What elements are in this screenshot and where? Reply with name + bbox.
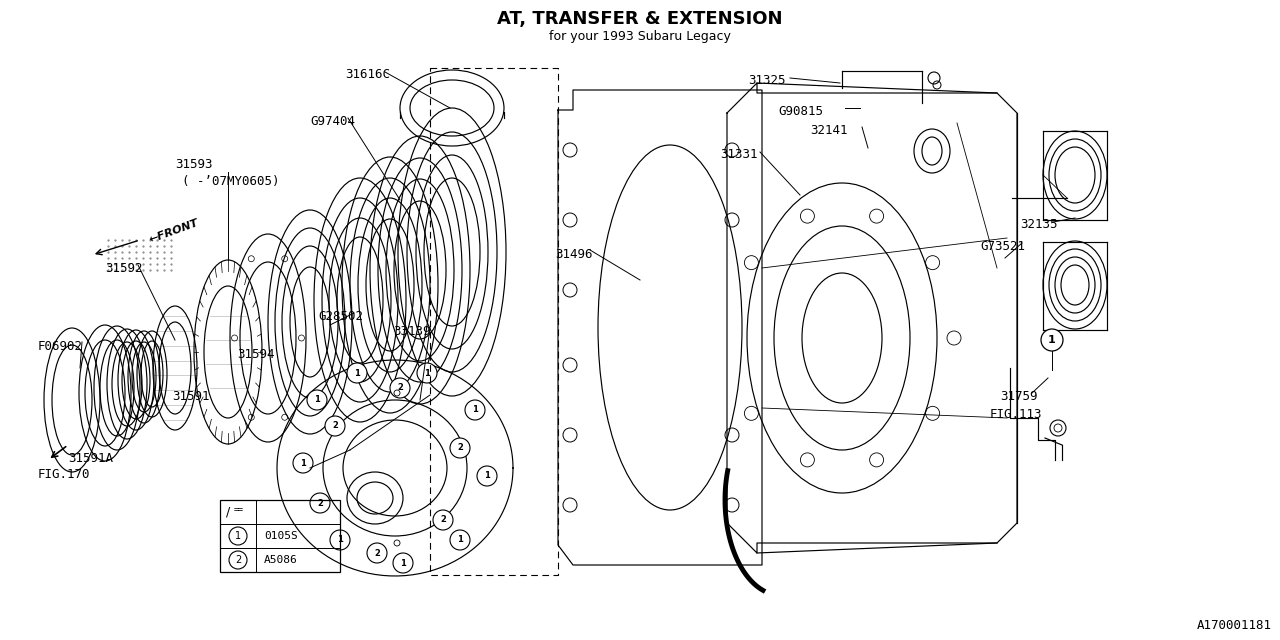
Text: 31496: 31496 xyxy=(556,248,593,261)
Text: 2: 2 xyxy=(234,555,241,565)
Text: A5086: A5086 xyxy=(264,555,298,565)
Circle shape xyxy=(465,400,485,420)
Text: 1: 1 xyxy=(401,559,406,568)
Text: G28502: G28502 xyxy=(317,310,364,323)
Circle shape xyxy=(229,527,247,545)
Text: 1: 1 xyxy=(300,458,306,467)
Text: 1: 1 xyxy=(424,369,430,378)
Text: AT, TRANSFER & EXTENSION: AT, TRANSFER & EXTENSION xyxy=(497,10,783,28)
Text: 1: 1 xyxy=(236,531,241,541)
Text: 32141: 32141 xyxy=(810,124,847,137)
Text: ( -’07MY0605): ( -’07MY0605) xyxy=(182,175,279,188)
Text: G73521: G73521 xyxy=(980,240,1025,253)
Text: 31325: 31325 xyxy=(748,74,786,87)
Circle shape xyxy=(433,510,453,530)
Text: 1: 1 xyxy=(472,406,477,415)
Text: for your 1993 Subaru Legacy: for your 1993 Subaru Legacy xyxy=(549,30,731,43)
Text: 2: 2 xyxy=(317,499,323,508)
Circle shape xyxy=(229,551,247,569)
Circle shape xyxy=(477,466,497,486)
Text: ←FRONT: ←FRONT xyxy=(148,218,200,245)
Circle shape xyxy=(347,363,367,383)
Circle shape xyxy=(325,416,346,436)
Text: 2: 2 xyxy=(440,515,445,525)
Text: 2: 2 xyxy=(397,383,403,392)
Circle shape xyxy=(390,378,410,398)
Text: 1: 1 xyxy=(457,536,463,545)
Circle shape xyxy=(417,363,436,383)
Text: 1: 1 xyxy=(1048,335,1056,345)
Text: FIG.113: FIG.113 xyxy=(989,408,1042,421)
Text: 1: 1 xyxy=(337,536,343,545)
Text: A170001181: A170001181 xyxy=(1197,619,1272,632)
Text: ==: == xyxy=(234,506,244,515)
Text: 31759: 31759 xyxy=(1000,390,1038,403)
Text: 1: 1 xyxy=(314,396,320,404)
Circle shape xyxy=(310,493,330,513)
Text: 31591: 31591 xyxy=(172,390,210,403)
Text: /: / xyxy=(227,506,230,518)
Text: 31591A: 31591A xyxy=(68,452,113,465)
Text: G90815: G90815 xyxy=(778,105,823,118)
Text: G97404: G97404 xyxy=(310,115,355,128)
Circle shape xyxy=(330,530,349,550)
Text: FIG.170: FIG.170 xyxy=(38,468,91,481)
Text: 2: 2 xyxy=(457,444,463,452)
Text: 2: 2 xyxy=(332,422,338,431)
Text: 32135: 32135 xyxy=(1020,218,1057,231)
Text: 31592: 31592 xyxy=(105,262,142,275)
Bar xyxy=(220,500,340,572)
Text: 2: 2 xyxy=(374,548,380,557)
Circle shape xyxy=(293,453,314,473)
Text: 31593: 31593 xyxy=(175,158,212,171)
Text: 33139: 33139 xyxy=(393,325,430,338)
Text: 31594: 31594 xyxy=(237,348,274,361)
Text: 1: 1 xyxy=(484,472,490,481)
Circle shape xyxy=(1041,329,1062,351)
Circle shape xyxy=(307,390,326,410)
Text: F06902: F06902 xyxy=(38,340,83,353)
Text: 0105S: 0105S xyxy=(264,531,298,541)
Text: 1: 1 xyxy=(355,369,360,378)
Circle shape xyxy=(451,438,470,458)
Circle shape xyxy=(451,530,470,550)
Text: 31331: 31331 xyxy=(719,148,758,161)
Circle shape xyxy=(393,553,413,573)
Text: 31616C: 31616C xyxy=(346,68,390,81)
Circle shape xyxy=(367,543,387,563)
